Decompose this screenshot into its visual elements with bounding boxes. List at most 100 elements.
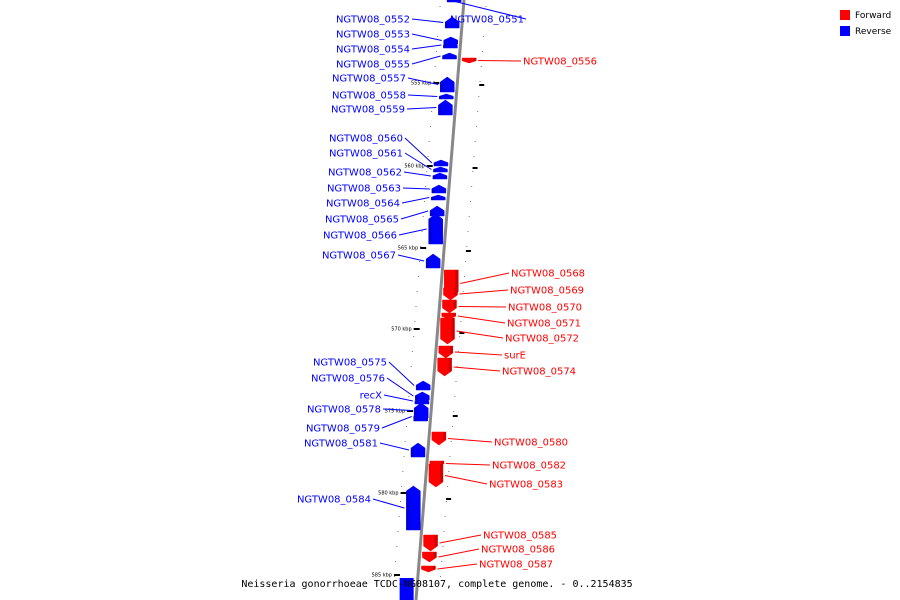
- gene-feature-NGTW08_0580[interactable]: [431, 431, 447, 446]
- gene-label[interactable]: NGTW08_0565: [325, 215, 399, 226]
- gene-feature-partial[interactable]: [399, 578, 414, 600]
- gene-label[interactable]: NGTW08_0576: [311, 374, 385, 385]
- gene-label[interactable]: NGTW08_0582: [492, 461, 566, 472]
- gene-leader-line: [445, 463, 491, 466]
- gene-label[interactable]: NGTW08_0562: [328, 168, 402, 179]
- gene-feature-shade: [451, 318, 455, 339]
- gene-feature-NGTW08_0581[interactable]: [410, 442, 426, 458]
- minor-tick: [465, 261, 467, 262]
- minor-tick: [475, 126, 477, 127]
- gene-label[interactable]: NGTW08_0575: [313, 358, 387, 369]
- gene-feature-NGTW08_0579[interactable]: [413, 411, 428, 422]
- major-tick: [472, 167, 478, 169]
- gene-feature-NGTW08_0556[interactable]: [461, 57, 477, 64]
- gene-feature-shade: [449, 346, 453, 353]
- gene-label[interactable]: NGTW08_0578: [307, 405, 381, 416]
- gene-label[interactable]: NGTW08_0579: [306, 424, 380, 435]
- gene-label[interactable]: NGTW08_0567: [322, 251, 396, 262]
- gene-label[interactable]: NGTW08_0551: [450, 15, 524, 26]
- minor-tick: [441, 561, 443, 562]
- gene-label[interactable]: NGTW08_0564: [326, 199, 400, 210]
- gene-leader-line: [459, 289, 509, 295]
- gene-label[interactable]: NGTW08_0553: [336, 30, 410, 41]
- gene-feature-shade: [440, 82, 444, 92]
- gene-feature-NGTW08_0567[interactable]: [425, 253, 441, 269]
- gene-leader-line: [404, 137, 433, 164]
- minor-tick: [460, 321, 462, 322]
- gene-feature-NGTW08_0554[interactable]: [443, 41, 458, 49]
- gene-leader-line: [438, 548, 480, 558]
- gene-feature-NGTW08_0574[interactable]: [437, 357, 452, 377]
- gene-label[interactable]: NGTW08_0559: [331, 105, 405, 116]
- gene-label[interactable]: NGTW08_0563: [327, 184, 401, 195]
- gene-feature-NGTW08_0575[interactable]: [415, 380, 431, 391]
- gene-feature-NGTW08_0558[interactable]: [439, 93, 454, 100]
- gene-feature-NGTW08_0560[interactable]: [433, 159, 449, 167]
- gene-feature-NGTW08_0584[interactable]: [406, 485, 421, 531]
- gene-label[interactable]: NGTW08_0568: [511, 269, 585, 280]
- gene-label[interactable]: NGTW08_0585: [483, 531, 557, 542]
- gene-feature-NGTW08_0587[interactable]: [421, 565, 436, 573]
- minor-tick: [398, 516, 400, 517]
- gene-feature-NGTW08_0559[interactable]: [438, 99, 453, 116]
- gene-label[interactable]: surE: [504, 351, 526, 362]
- gene-label[interactable]: NGTW08_0574: [502, 367, 576, 378]
- gene-feature-NGTW08_0566[interactable]: [428, 213, 443, 245]
- gene-label[interactable]: NGTW08_0554: [336, 45, 410, 56]
- gene-feature-NGTW08_0583[interactable]: [428, 463, 444, 488]
- gene-leader-line: [407, 94, 438, 97]
- minor-tick: [478, 96, 480, 97]
- gene-feature-surE[interactable]: [438, 345, 454, 359]
- gene-leader-line: [447, 438, 493, 443]
- minor-tick: [435, 51, 437, 52]
- minor-tick: [429, 126, 431, 127]
- gene-label[interactable]: NGTW08_0566: [323, 231, 397, 242]
- gene-label[interactable]: NGTW08_0586: [481, 545, 555, 556]
- gene-label[interactable]: NGTW08_0557: [332, 74, 406, 85]
- gene-feature-NGTW08_0570[interactable]: [442, 299, 457, 314]
- gene-leader-line: [401, 197, 430, 204]
- gene-label[interactable]: recX: [360, 391, 383, 402]
- gene-label[interactable]: NGTW08_0583: [489, 480, 563, 491]
- gene-leader-line: [404, 152, 432, 170]
- gene-label[interactable]: NGTW08_0552: [336, 15, 410, 26]
- gene-label[interactable]: NGTW08_0569: [510, 286, 584, 297]
- feature-layer: [399, 0, 477, 600]
- minor-tick: [447, 486, 449, 487]
- gene-label[interactable]: NGTW08_0555: [336, 60, 410, 71]
- gene-feature-NGTW08_0569[interactable]: [443, 287, 458, 301]
- gene-feature-NGTW08_0562[interactable]: [432, 172, 448, 180]
- gene-label[interactable]: NGTW08_0570: [508, 303, 582, 314]
- minor-tick: [416, 291, 418, 292]
- minor-tick: [462, 291, 464, 292]
- gene-feature-NGTW08_0561[interactable]: [433, 166, 448, 173]
- gene-feature-NGTW08_0557[interactable]: [439, 76, 455, 93]
- minor-tick: [480, 66, 482, 67]
- gene-label[interactable]: NGTW08_0560: [329, 134, 403, 145]
- gene-feature-NGTW08_0571[interactable]: [441, 312, 456, 320]
- gene-feature-shade: [416, 385, 420, 390]
- gene-label[interactable]: NGTW08_0581: [304, 439, 378, 450]
- gene-label[interactable]: NGTW08_0572: [505, 334, 579, 345]
- gene-label[interactable]: NGTW08_0558: [332, 91, 406, 102]
- gene-label[interactable]: NGTW08_0580: [494, 438, 568, 449]
- gene-feature-shade: [431, 188, 435, 193]
- gene-feature-NGTW08_0586[interactable]: [422, 551, 437, 563]
- gene-label[interactable]: NGTW08_0561: [329, 149, 403, 160]
- gene-label[interactable]: NGTW08_0584: [297, 495, 371, 506]
- gene-leader-line: [457, 315, 506, 324]
- gene-feature-NGTW08_0563[interactable]: [431, 184, 447, 194]
- gene-feature-NGTW08_0572[interactable]: [440, 317, 455, 345]
- minor-tick: [420, 246, 422, 247]
- gene-label[interactable]: NGTW08_0571: [507, 319, 581, 330]
- gene-feature-NGTW08_0555[interactable]: [442, 52, 457, 60]
- minor-tick: [472, 171, 474, 172]
- gene-feature-shade: [453, 300, 457, 308]
- gene-label[interactable]: NGTW08_0556: [523, 57, 597, 68]
- gene-feature-NGTW08_0585[interactable]: [423, 534, 438, 552]
- gene-leader-line: [402, 187, 430, 190]
- gene-feature-NGTW08_0552[interactable]: [444, 16, 460, 29]
- gene-feature-NGTW08_0564[interactable]: [430, 194, 446, 201]
- gene-label[interactable]: NGTW08_0587: [479, 560, 553, 571]
- gene-leader-line: [382, 408, 413, 411]
